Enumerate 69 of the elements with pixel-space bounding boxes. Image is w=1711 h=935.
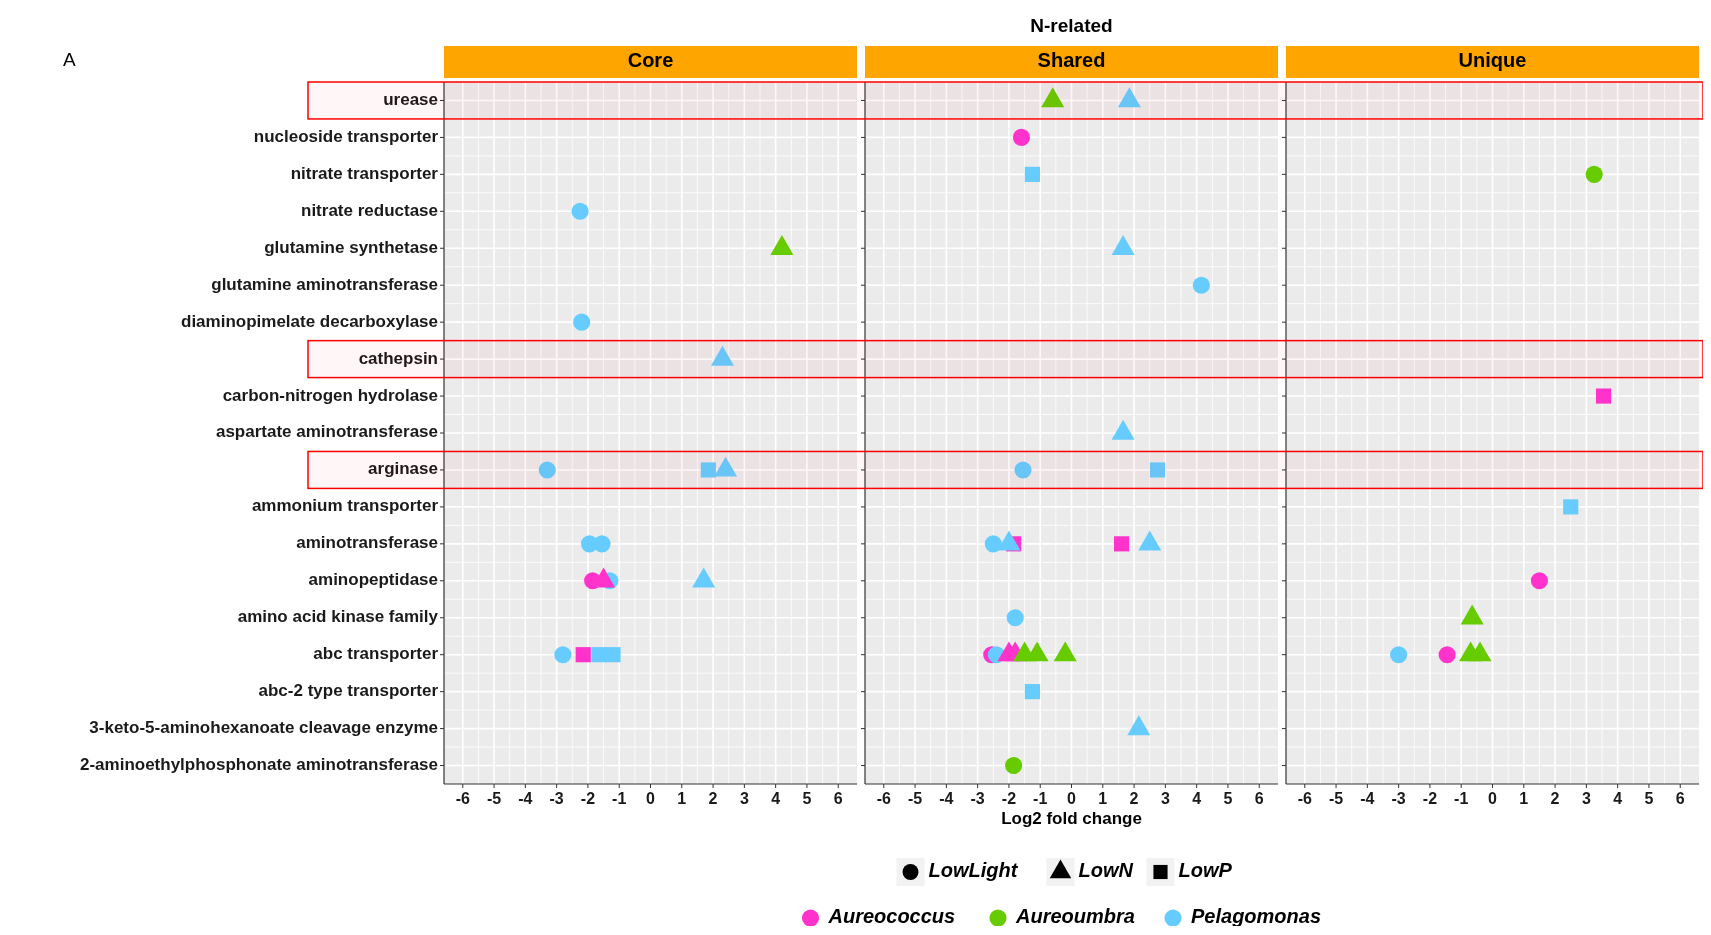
x-tick-label: 3: [1581, 790, 1591, 807]
x-tick-label: -4: [1360, 790, 1375, 807]
x-tick-label: 5: [1223, 790, 1233, 807]
x-tick-label: 5: [1644, 790, 1654, 807]
x-tick-label: 0: [1067, 790, 1077, 807]
y-tick-label: diaminopimelate decarboxylase: [181, 311, 438, 331]
legend-label: Aureococcus: [827, 905, 956, 928]
x-tick-label: -3: [549, 790, 564, 807]
x-tick-label: -6: [876, 790, 891, 807]
y-tick-label: nitrate transporter: [290, 163, 439, 183]
y-tick-label: 3-keto-5-aminohexanoate cleavage enzyme: [89, 718, 438, 738]
x-tick-label: -6: [1297, 790, 1312, 807]
y-tick-label: amino acid kinase family: [237, 607, 439, 627]
y-tick-label: cathepsin: [358, 348, 438, 368]
x-tick-label: -2: [1422, 790, 1438, 807]
x-tick-label: -4: [518, 790, 533, 807]
x-tick-label: -6: [455, 790, 470, 807]
x-tick-label: -1: [612, 790, 627, 807]
x-tick-label: 1: [677, 790, 687, 807]
x-axis-title: Log2 fold change: [1001, 809, 1142, 828]
y-tick-label: glutamine aminotransferase: [211, 274, 438, 294]
x-tick-label: 0: [1488, 790, 1498, 807]
y-tick-label: nucleoside transporter: [253, 126, 439, 146]
y-tick-label: 2-aminoethylphosphonate aminotransferase: [79, 755, 438, 775]
y-tick-label: ammonium transporter: [251, 496, 439, 516]
x-tick-label: -5: [1328, 790, 1344, 807]
x-tick-label: 2: [708, 790, 718, 807]
x-tick-label: -3: [970, 790, 985, 807]
y-tick-label: carbon-nitrogen hydrolase: [222, 385, 438, 405]
y-tick-label: nitrate reductase: [301, 200, 438, 220]
x-tick-label: 3: [739, 790, 749, 807]
text: A: [63, 49, 76, 70]
x-tick-label: 0: [646, 790, 656, 807]
x-tick-label: 3: [1160, 790, 1170, 807]
y-tick-label: aminotransferase: [296, 533, 438, 553]
text: LowLight: [928, 859, 1019, 882]
chart-subtitle: N-related: [1030, 15, 1113, 36]
x-tick-label: -2: [580, 790, 596, 807]
chart-title: Core: [627, 49, 674, 72]
y-tick-label: arginase: [368, 459, 438, 479]
y-tick-label: aminopeptidase: [308, 570, 438, 590]
x-tick-label: -2: [1001, 790, 1017, 807]
y-tick-label: glutamine synthetase: [264, 237, 438, 257]
x-tick-label: 4: [1613, 790, 1623, 807]
x-tick-label: -4: [939, 790, 954, 807]
chart-title: Shared: [1037, 49, 1106, 72]
x-tick-label: 1: [1519, 790, 1529, 807]
x-tick-label: -1: [1033, 790, 1048, 807]
x-tick-label: -1: [1454, 790, 1469, 807]
y-tick-label: abc transporter: [313, 644, 439, 664]
x-tick-label: 5: [802, 790, 812, 807]
x-tick-label: 1: [1098, 790, 1108, 807]
y-tick-label: urease: [383, 89, 438, 109]
chart-title: Unique: [1458, 49, 1527, 72]
x-tick-label: 2: [1550, 790, 1560, 807]
text: LowP: [1178, 859, 1233, 882]
x-tick-label: 4: [1192, 790, 1202, 807]
y-tick-label: aspartate aminotransferase: [215, 422, 438, 442]
text: LowN: [1078, 859, 1134, 882]
x-tick-label: 4: [771, 790, 781, 807]
legend-label: Aureoumbra: [1015, 905, 1135, 928]
y-tick-label: abc-2 type transporter: [258, 681, 439, 701]
x-tick-label: 6: [1254, 790, 1264, 807]
x-tick-label: 2: [1129, 790, 1139, 807]
x-tick-label: 6: [1675, 790, 1685, 807]
x-tick-label: 6: [833, 790, 843, 807]
x-tick-label: -3: [1391, 790, 1406, 807]
x-tick-label: -5: [907, 790, 923, 807]
x-tick-label: -5: [486, 790, 502, 807]
